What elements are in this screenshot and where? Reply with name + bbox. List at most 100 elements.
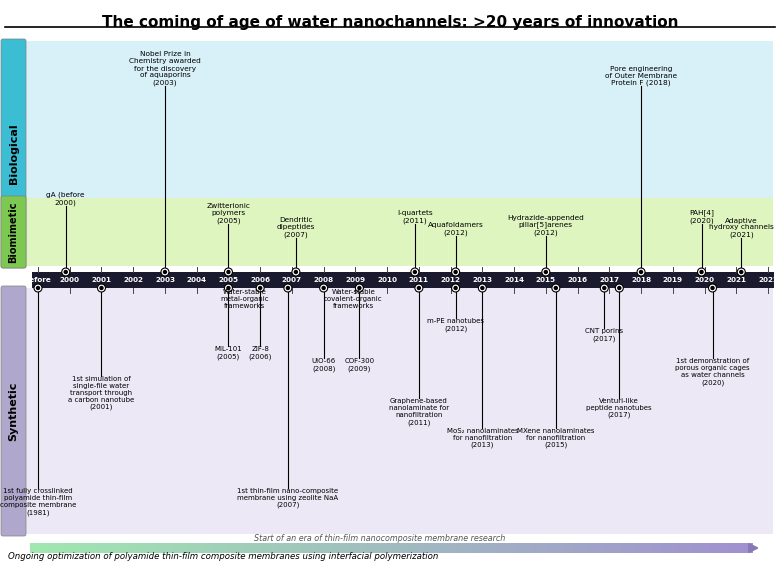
Bar [395, 543, 397, 553]
Bar [698, 543, 700, 553]
FancyBboxPatch shape [1, 196, 26, 268]
Bar [732, 543, 735, 553]
Bar [685, 543, 687, 553]
Bar [425, 543, 427, 553]
Bar [391, 543, 393, 553]
Bar [261, 543, 264, 553]
Bar [414, 543, 417, 553]
Bar [282, 543, 285, 553]
Bar [333, 543, 335, 553]
Bar [382, 543, 385, 553]
Text: 2002: 2002 [123, 277, 144, 283]
Bar [436, 543, 438, 553]
Bar [72, 543, 74, 553]
Bar [672, 543, 675, 553]
Bar [200, 543, 202, 553]
Bar [61, 543, 63, 553]
Bar [499, 543, 502, 553]
Circle shape [227, 286, 230, 290]
Bar [290, 543, 292, 553]
Bar [288, 543, 290, 553]
Bar [304, 543, 307, 553]
Text: 2018: 2018 [631, 277, 651, 283]
Bar [492, 543, 495, 553]
Bar [340, 543, 342, 553]
Bar [696, 543, 698, 553]
Bar [169, 543, 172, 553]
Bar [480, 543, 482, 553]
Bar [62, 543, 65, 553]
Bar [701, 543, 704, 553]
Bar [548, 543, 551, 553]
Bar [597, 543, 599, 553]
Circle shape [415, 284, 423, 292]
Bar [572, 543, 574, 553]
Bar [561, 543, 563, 553]
Bar [326, 543, 328, 553]
Bar [678, 543, 680, 553]
Bar [222, 543, 224, 553]
Bar [239, 543, 242, 553]
Text: 2003: 2003 [155, 277, 175, 283]
Bar [355, 543, 357, 553]
Bar [598, 543, 601, 553]
Text: gA (before
2000): gA (before 2000) [47, 192, 85, 206]
Bar [640, 543, 643, 553]
Bar [44, 543, 47, 553]
Bar [447, 543, 449, 553]
Bar [407, 543, 410, 553]
Bar [465, 543, 467, 553]
Bar [656, 543, 658, 553]
Bar [88, 543, 90, 553]
Bar [161, 543, 164, 553]
Bar [424, 543, 426, 553]
Bar [591, 543, 594, 553]
Bar [389, 543, 392, 553]
Bar [292, 543, 294, 553]
Bar [528, 543, 530, 553]
Bar [452, 543, 455, 553]
Bar [541, 543, 543, 553]
Bar [409, 543, 411, 553]
Bar [554, 543, 556, 553]
Bar [46, 543, 48, 553]
Bar [558, 543, 561, 553]
Bar [264, 543, 267, 553]
Bar [638, 543, 640, 553]
Bar [307, 543, 308, 553]
Bar [612, 543, 614, 553]
Bar [682, 543, 684, 553]
Bar [138, 543, 140, 553]
Text: 2016: 2016 [568, 277, 587, 283]
Bar [32, 543, 34, 553]
Bar [654, 543, 657, 553]
Bar [393, 543, 395, 553]
Bar [660, 543, 662, 553]
Bar [718, 543, 720, 553]
Bar [218, 543, 220, 553]
Bar [661, 543, 664, 553]
Bar [525, 543, 526, 553]
Bar [113, 543, 115, 553]
Bar [551, 543, 554, 553]
Bar [604, 543, 606, 553]
Circle shape [603, 286, 606, 290]
Bar [25, 41, 773, 266]
Bar [544, 543, 547, 553]
Bar [595, 543, 597, 553]
Bar [196, 543, 198, 553]
Bar [534, 543, 536, 553]
Bar [729, 543, 731, 553]
Bar [268, 543, 271, 553]
Bar [377, 543, 379, 553]
Text: 2019: 2019 [663, 277, 682, 283]
Bar [97, 543, 99, 553]
Bar [201, 543, 204, 553]
Text: 2001: 2001 [91, 277, 112, 283]
Bar [147, 543, 150, 553]
Bar [34, 543, 36, 553]
Bar [204, 543, 206, 553]
Bar [503, 543, 505, 553]
Bar [700, 543, 702, 553]
Text: Graphene-based
nanolaminate for
nanofiltration
(2011): Graphene-based nanolaminate for nanofilt… [388, 398, 449, 426]
